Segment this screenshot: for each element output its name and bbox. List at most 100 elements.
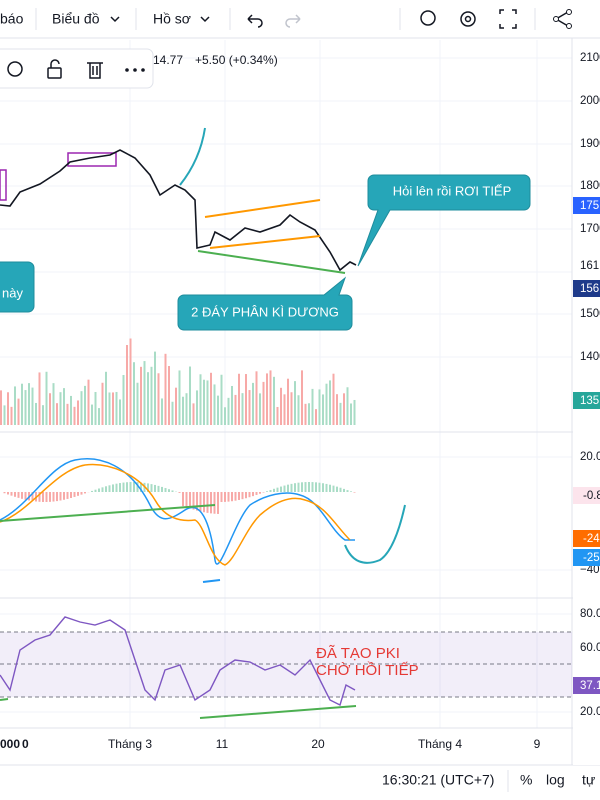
volume-bar xyxy=(287,378,289,425)
volume-bar xyxy=(70,395,72,425)
histogram-bar xyxy=(350,491,352,492)
volume-bar xyxy=(3,405,6,425)
volume-bar xyxy=(290,392,293,425)
volume-bar xyxy=(343,393,345,425)
macd-histogram xyxy=(3,482,356,514)
time-label: 0 xyxy=(22,737,29,751)
histogram-bar xyxy=(266,491,268,492)
histogram-bar xyxy=(259,492,261,494)
rsi-line xyxy=(0,616,356,706)
histogram-bar xyxy=(199,492,202,512)
histogram-bar xyxy=(150,484,153,492)
volume-bar xyxy=(273,376,275,425)
axis-label: 80.0 xyxy=(580,608,600,620)
volume-bar xyxy=(10,406,13,425)
histogram-bar xyxy=(21,492,23,499)
price-badge-text: -25 xyxy=(583,552,600,564)
volume-bar xyxy=(168,366,170,425)
menu-item[interactable]: báo xyxy=(0,11,24,27)
histogram-bar xyxy=(24,492,27,500)
clock: 16:30:21 (UTC+7) xyxy=(382,772,494,788)
volume-bar xyxy=(161,398,163,425)
price-badge xyxy=(573,549,600,566)
histogram-bar xyxy=(56,492,58,502)
volume-bar xyxy=(122,375,125,425)
histogram-bar xyxy=(14,492,16,497)
histogram-bar xyxy=(52,492,55,502)
volume-bar xyxy=(52,383,55,425)
volume-bar xyxy=(14,386,16,425)
histogram-bar xyxy=(273,488,275,492)
redo-icon[interactable] xyxy=(285,14,301,28)
histogram-bar xyxy=(245,492,247,499)
axis-label: 2000 xyxy=(580,95,600,107)
log-toggle[interactable]: log xyxy=(546,772,565,788)
percent-toggle[interactable]: % xyxy=(520,772,532,788)
histogram-bar xyxy=(224,492,226,502)
volume-bar xyxy=(199,374,202,425)
callout xyxy=(0,261,35,313)
time-label: 20 xyxy=(311,737,325,751)
delete-icon[interactable] xyxy=(87,62,103,79)
histogram-bar xyxy=(70,492,72,498)
volume-bar xyxy=(220,374,223,425)
histogram-bar xyxy=(269,490,272,492)
volume-bar xyxy=(322,394,324,425)
price-badge-text: -24 xyxy=(583,533,600,545)
volume-bar xyxy=(0,390,2,425)
alert-icon[interactable] xyxy=(420,10,436,26)
volume-bar xyxy=(35,402,37,425)
volume-bar xyxy=(115,391,118,425)
legend-change: +5.50 (+0.34%) xyxy=(195,53,278,67)
volume-bar xyxy=(238,373,240,425)
volume-bar xyxy=(210,372,212,425)
lock-icon[interactable] xyxy=(47,67,62,79)
curve-drawing xyxy=(179,127,206,186)
histogram-bar xyxy=(3,492,6,494)
volume-bar xyxy=(28,383,30,425)
volume-bar xyxy=(164,353,167,425)
volume-bar xyxy=(157,373,160,425)
volume-bar xyxy=(332,373,335,425)
menu-item[interactable]: Hồ sơ xyxy=(153,11,191,27)
histogram-bar xyxy=(122,482,125,492)
histogram-bar xyxy=(343,488,345,492)
price-badge xyxy=(573,392,600,409)
time-label: 11 xyxy=(216,737,229,751)
histogram-bar xyxy=(164,488,167,492)
histogram-bar xyxy=(248,492,251,498)
price-badge-text: -0.8 xyxy=(583,490,600,502)
fullscreen-icon[interactable] xyxy=(499,9,517,29)
price-badge xyxy=(573,530,600,547)
volume-bar xyxy=(150,366,153,425)
more-icon[interactable] xyxy=(125,68,145,72)
histogram-bar xyxy=(346,490,349,492)
histogram-bar xyxy=(203,492,205,513)
histogram-bar xyxy=(17,492,20,498)
trend-line xyxy=(0,698,9,701)
histogram-bar xyxy=(10,492,13,496)
menu-item[interactable]: Biểu đồ xyxy=(52,11,100,27)
undo-icon[interactable] xyxy=(247,14,263,28)
histogram-bar xyxy=(280,486,282,492)
volume-bar xyxy=(38,372,41,425)
axis-label: 60.0 xyxy=(580,642,600,654)
auto-toggle[interactable]: tự xyxy=(582,772,595,788)
settings-icon[interactable] xyxy=(7,61,23,77)
volume-bar xyxy=(94,391,97,425)
settings-icon[interactable] xyxy=(460,11,476,27)
histogram-bar xyxy=(241,492,244,500)
histogram-bar xyxy=(112,484,114,492)
histogram-bar xyxy=(189,492,191,509)
histogram-bar xyxy=(98,488,100,492)
volume-bar xyxy=(301,370,303,425)
histogram-bar xyxy=(329,484,331,492)
axis-label: 2100 xyxy=(580,52,600,64)
histogram-bar xyxy=(297,482,300,492)
histogram-bar xyxy=(84,492,86,494)
histogram-bar xyxy=(154,484,156,492)
histogram-bar xyxy=(220,492,223,502)
histogram-bar xyxy=(91,490,93,492)
volume-bar xyxy=(283,394,286,425)
volume-bar xyxy=(231,385,233,425)
